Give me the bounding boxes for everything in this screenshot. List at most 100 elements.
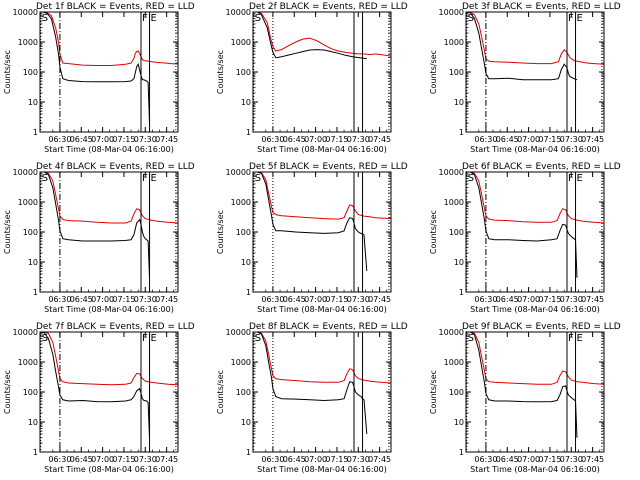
y-axis-label: Counts/sec	[429, 50, 438, 94]
plot-frame	[252, 331, 392, 453]
y-tick-label: 100	[236, 228, 251, 237]
time-marker-label: E	[151, 333, 157, 344]
panel-det-1f: Det 1f BLACK = Events, RED = LLD Counts/s…	[3, 2, 195, 154]
y-tick-label: 100	[23, 68, 38, 77]
y-tick-label: 10	[454, 418, 464, 427]
y-tick-label: 1	[246, 448, 251, 457]
y-tick-label: 10	[28, 258, 38, 267]
x-tick-label: 07:45	[368, 295, 391, 304]
x-tick-label: 07:00	[91, 455, 114, 464]
y-axis-label: Counts/sec	[3, 50, 12, 94]
x-tick-label: 07:45	[368, 455, 391, 464]
y-tick-label: 10000	[13, 328, 38, 337]
y-tick-label: 1000	[444, 198, 464, 207]
y-tick-label: 1	[459, 288, 464, 297]
x-tick-label: 07:45	[368, 135, 391, 144]
series-line-events	[466, 12, 578, 81]
panel-det-4f: Det 4f BLACK = Events, RED = LLD Counts/s…	[3, 162, 195, 314]
y-tick-label: 100	[236, 388, 251, 397]
panel-det-5f: Det 5f BLACK = Events, RED = LLD Counts/s…	[216, 162, 408, 314]
plot-frame	[465, 11, 605, 133]
x-tick-label: 07:00	[304, 455, 327, 464]
y-tick-label: 1	[33, 288, 38, 297]
plot-frame	[39, 11, 179, 133]
panel-det-8f: Det 8f BLACK = Events, RED = LLD Counts/s…	[216, 322, 408, 474]
y-axis-label: Counts/sec	[216, 210, 225, 254]
y-tick-label: 10	[454, 258, 464, 267]
time-marker-label: F	[568, 333, 574, 344]
x-axis-label: Start Time (08-Mar-04 06:16:00)	[470, 145, 600, 154]
x-tick-label: 07:15	[538, 295, 561, 304]
y-tick-label: 100	[449, 68, 464, 77]
y-axis-label: Counts/sec	[216, 370, 225, 414]
series-line-events	[466, 332, 578, 438]
x-axis-label: Start Time (08-Mar-04 06:16:00)	[44, 465, 174, 474]
series-line-lld	[466, 172, 604, 224]
x-tick-label: 07:00	[517, 295, 540, 304]
x-tick-label: 06:45	[496, 455, 519, 464]
y-tick-label: 10	[241, 258, 251, 267]
time-marker-label: E	[151, 173, 157, 184]
y-tick-label: 1000	[231, 358, 251, 367]
x-axis-label: Start Time (08-Mar-04 06:16:00)	[44, 305, 174, 314]
x-tick-label: 07:00	[517, 455, 540, 464]
x-tick-label: 07:15	[112, 135, 135, 144]
panel-title: Det 2f BLACK = Events, RED = LLD	[249, 2, 408, 12]
y-tick-label: 10	[241, 98, 251, 107]
time-marker-label: F	[142, 173, 148, 184]
x-tick-label: 07:15	[325, 455, 348, 464]
x-axis-label: Start Time (08-Mar-04 06:16:00)	[257, 305, 387, 314]
y-tick-label: 10000	[439, 168, 464, 177]
x-tick-label: 07:30	[560, 455, 583, 464]
plot-frame	[252, 171, 392, 293]
x-tick-label: 07:45	[155, 135, 178, 144]
series-line-lld	[253, 332, 391, 384]
x-tick-label: 07:15	[112, 295, 135, 304]
series-line-lld	[40, 332, 178, 386]
y-tick-label: 1	[459, 448, 464, 457]
x-tick-label: 07:15	[112, 455, 135, 464]
y-tick-label: 10000	[226, 328, 251, 337]
y-tick-label: 1000	[231, 38, 251, 47]
x-tick-label: 07:00	[304, 135, 327, 144]
time-marker-label: S	[42, 13, 48, 24]
y-tick-label: 10000	[226, 168, 251, 177]
x-tick-label: 06:30	[474, 135, 497, 144]
y-tick-label: 10000	[439, 328, 464, 337]
y-axis-label: Counts/sec	[3, 370, 12, 414]
y-tick-label: 1000	[231, 198, 251, 207]
x-tick-label: 06:30	[48, 295, 71, 304]
time-marker-label: F	[142, 333, 148, 344]
series-line-lld	[40, 12, 178, 66]
y-tick-label: 1000	[18, 358, 38, 367]
y-tick-label: 100	[449, 388, 464, 397]
series-line-events	[253, 172, 368, 272]
x-tick-label: 06:30	[261, 295, 284, 304]
x-tick-label: 06:30	[48, 455, 71, 464]
series-line-events	[466, 172, 578, 278]
panel-det-6f: Det 6f BLACK = Events, RED = LLD Counts/s…	[429, 162, 621, 314]
x-tick-label: 07:30	[560, 295, 583, 304]
time-marker-label: S	[468, 333, 474, 344]
x-tick-label: 07:00	[304, 295, 327, 304]
series-line-events	[40, 12, 150, 124]
time-marker-label: S	[255, 173, 261, 184]
panel-det-7f: Det 7f BLACK = Events, RED = LLD Counts/s…	[3, 322, 195, 474]
y-tick-label: 10	[28, 98, 38, 107]
time-marker-label: F	[568, 173, 574, 184]
series-line-lld	[253, 12, 391, 57]
x-tick-label: 06:45	[70, 295, 93, 304]
series-line-lld	[466, 12, 604, 65]
x-tick-label: 07:15	[538, 135, 561, 144]
x-axis-label: Start Time (08-Mar-04 06:16:00)	[257, 145, 387, 154]
x-axis-label: Start Time (08-Mar-04 06:16:00)	[257, 465, 387, 474]
panel-title: Det 4f BLACK = Events, RED = LLD	[36, 162, 195, 172]
time-marker-label: S	[255, 333, 261, 344]
x-tick-label: 06:45	[496, 295, 519, 304]
y-tick-label: 10	[241, 418, 251, 427]
x-tick-label: 07:00	[517, 135, 540, 144]
x-tick-label: 06:30	[474, 295, 497, 304]
y-tick-label: 10000	[439, 8, 464, 17]
x-axis-label: Start Time (08-Mar-04 06:16:00)	[44, 145, 174, 154]
y-tick-label: 100	[236, 68, 251, 77]
